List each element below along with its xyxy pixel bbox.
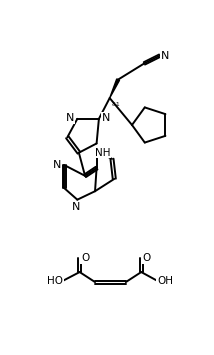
Text: HO: HO (47, 276, 63, 286)
Text: O: O (143, 253, 151, 263)
Text: N: N (66, 113, 75, 123)
Text: N: N (72, 202, 80, 212)
Text: N: N (53, 160, 61, 170)
Text: N: N (102, 113, 110, 123)
Polygon shape (110, 79, 120, 98)
Text: OH: OH (157, 276, 173, 286)
Text: O: O (81, 253, 89, 263)
Text: NH: NH (95, 148, 110, 158)
Text: N: N (161, 51, 169, 61)
Text: &1: &1 (112, 102, 121, 107)
